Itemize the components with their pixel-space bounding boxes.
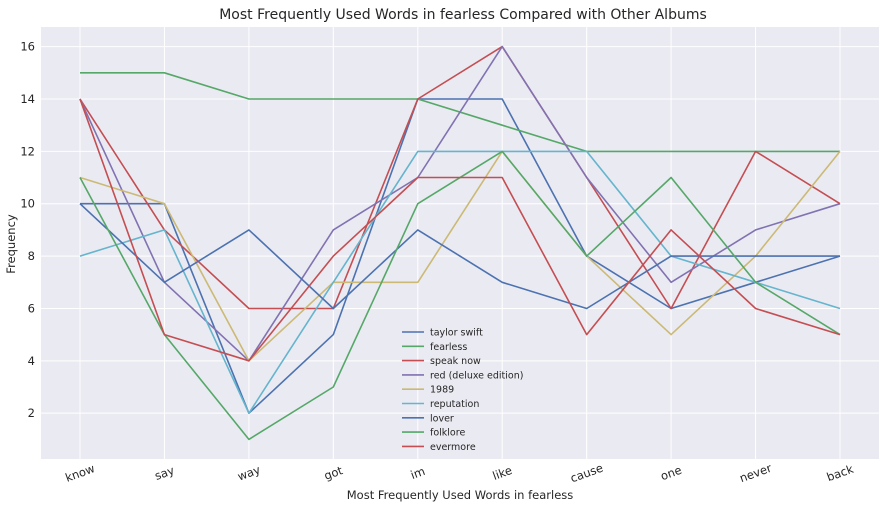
y-tick-label: 4 <box>28 354 35 368</box>
legend-label: speak now <box>430 356 481 367</box>
series-line-1989 <box>79 150 841 362</box>
chart-title: Most Frequently Used Words in fearless C… <box>219 7 707 23</box>
x-tick-label: one <box>659 463 684 483</box>
y-tick-label: 16 <box>20 40 35 54</box>
x-tick-label: never <box>738 461 774 486</box>
series-line-lover <box>79 203 840 310</box>
y-tick-label: 14 <box>20 92 35 106</box>
y-axis-label: Frequency <box>4 214 18 274</box>
legend-label: red (deluxe edition) <box>430 370 523 381</box>
legend-label: evermore <box>430 442 476 453</box>
x-tick-label: back <box>825 462 856 485</box>
legend-label: fearless <box>430 342 467 353</box>
x-tick-label: way <box>236 462 263 483</box>
series-line-evermore <box>79 98 841 362</box>
legend-label: folklore <box>430 428 465 439</box>
y-tick-label: 2 <box>28 406 35 420</box>
y-tick-label: 8 <box>28 249 35 263</box>
plot-area <box>41 27 879 459</box>
legend-label: reputation <box>430 399 479 410</box>
legend-label: lover <box>430 413 454 424</box>
x-tick-label: say <box>153 463 177 483</box>
x-tick-label: cause <box>568 461 604 486</box>
legend-label: 1989 <box>430 385 454 396</box>
y-tick-label: 12 <box>20 144 35 158</box>
x-tick-label: know <box>63 461 96 485</box>
legend-label: taylor swift <box>430 328 483 339</box>
y-tick-label: 6 <box>28 301 35 315</box>
y-tick-label: 10 <box>20 197 35 211</box>
x-tick-label: like <box>491 463 514 483</box>
x-axis-label: Most Frequently Used Words in fearless <box>347 488 574 502</box>
x-tick-label: got <box>322 463 345 483</box>
x-tick-label: im <box>409 464 427 482</box>
